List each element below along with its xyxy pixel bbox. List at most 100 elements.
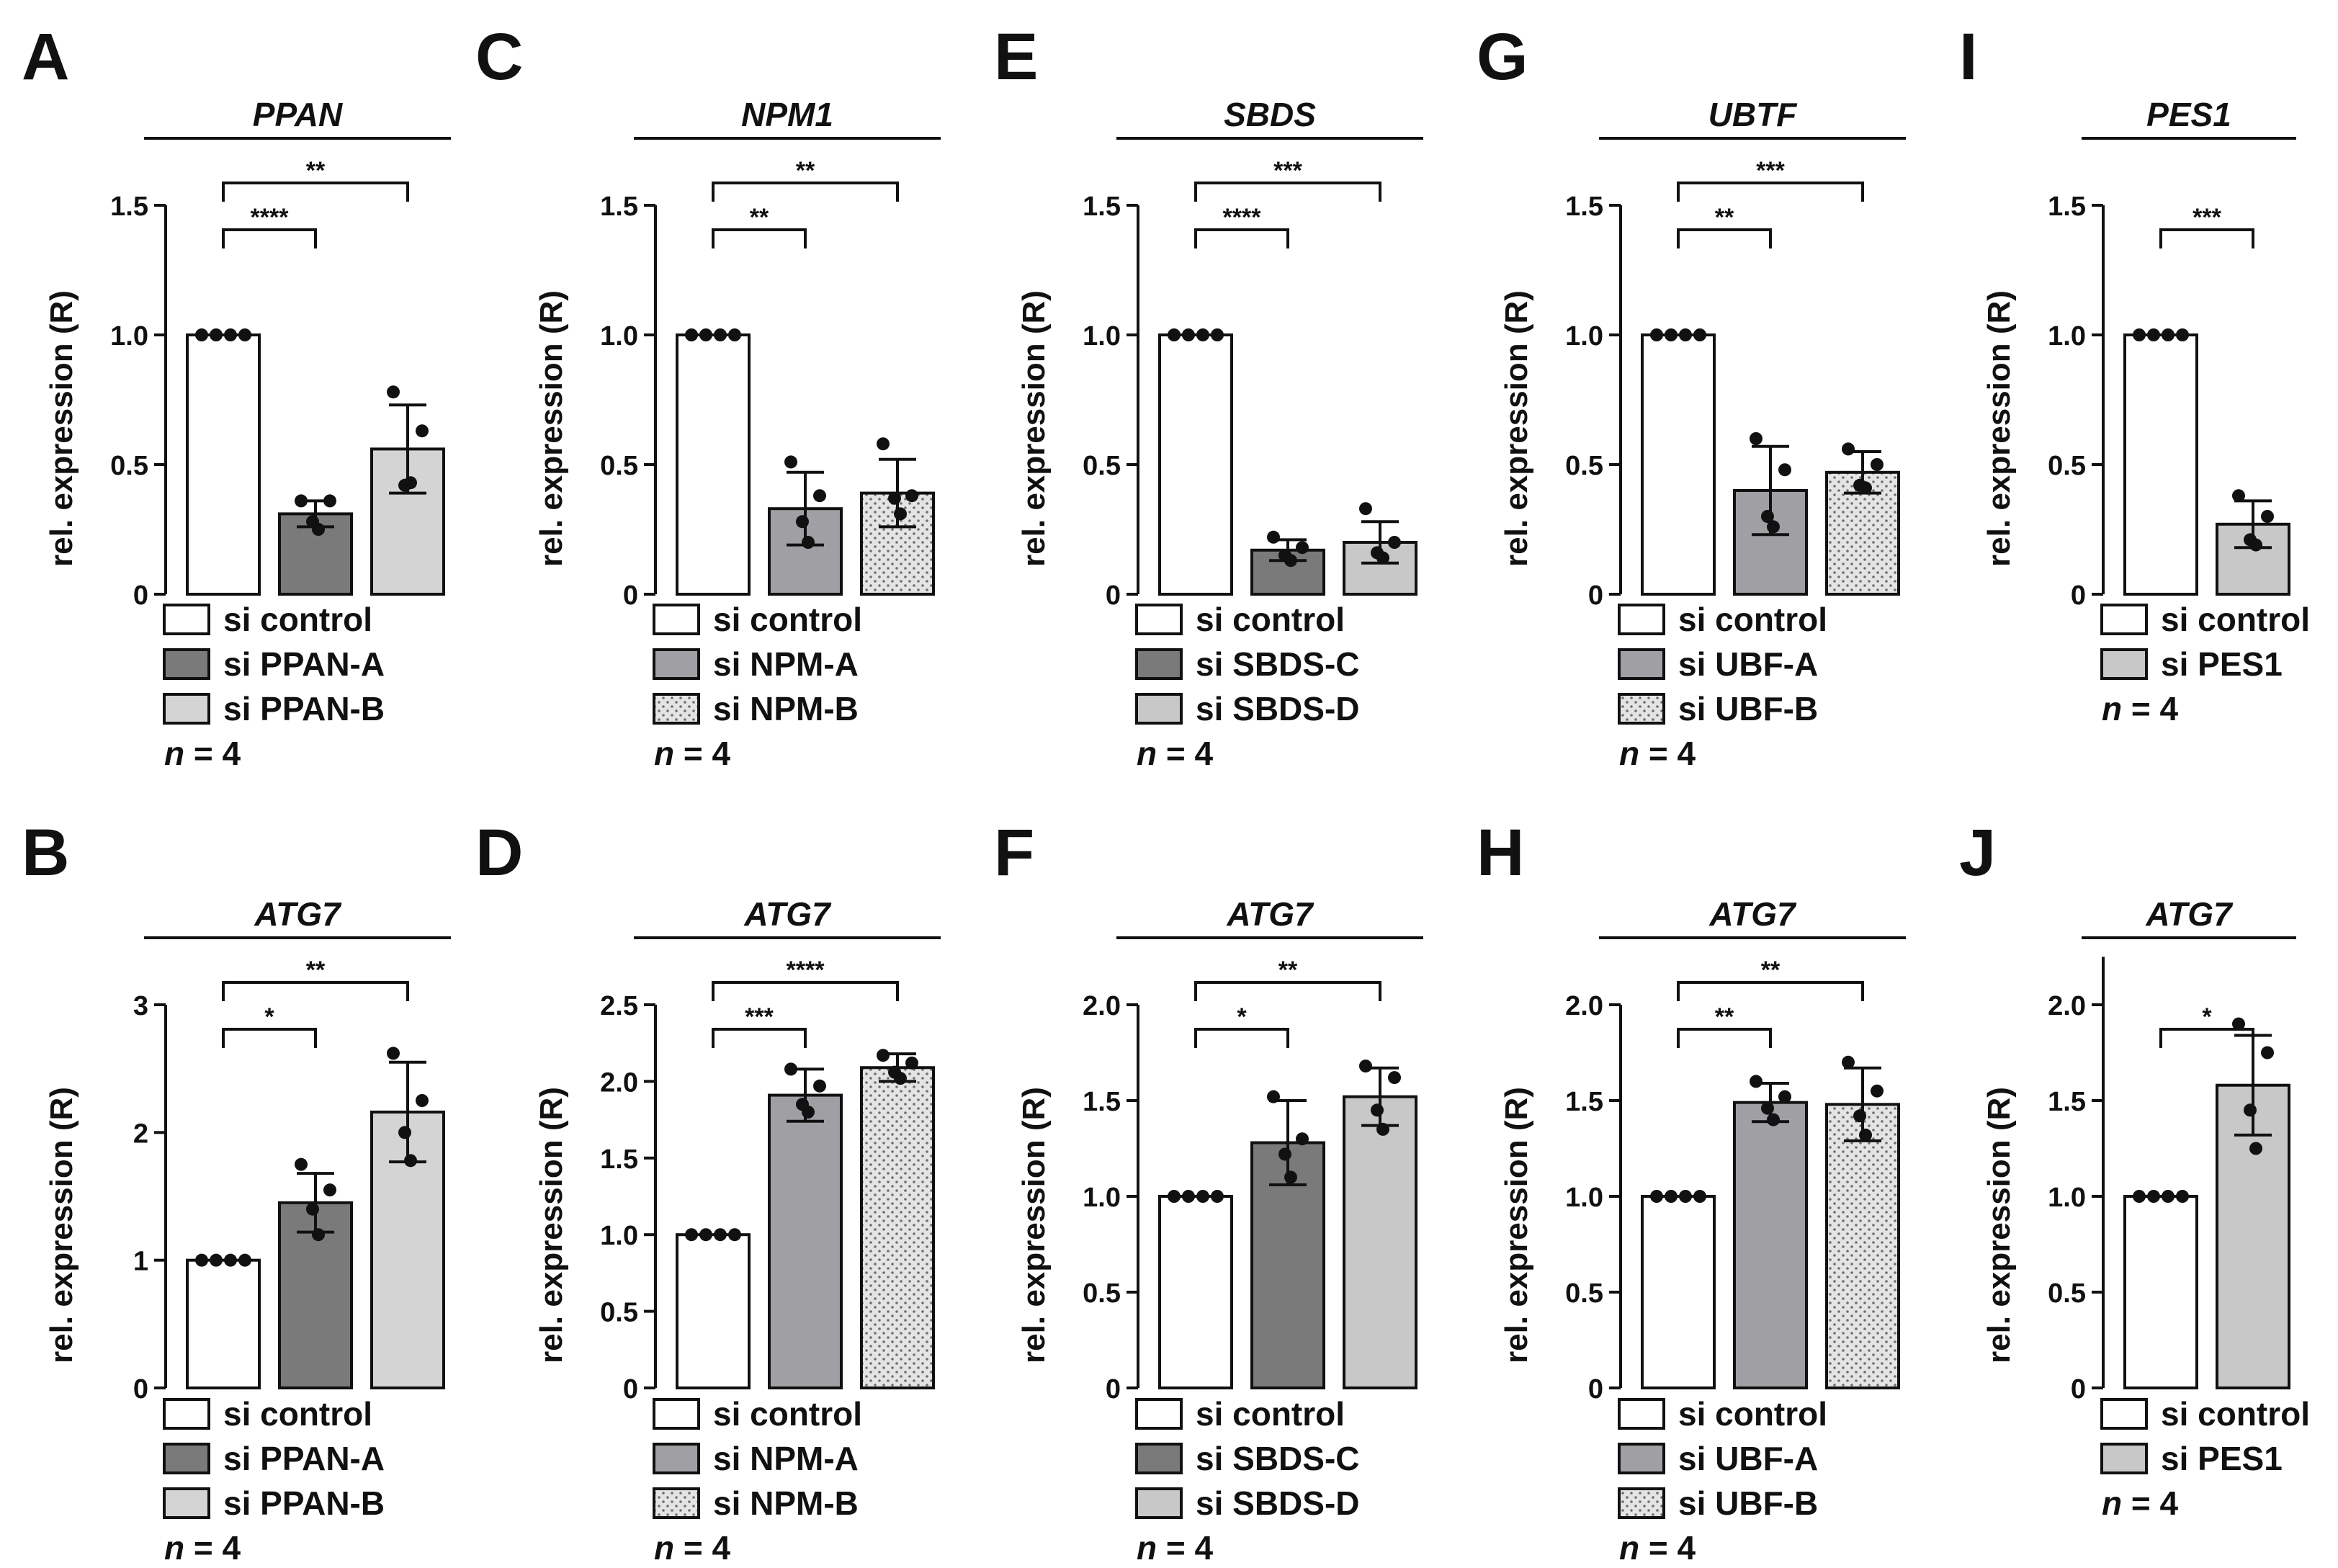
legend-swatch (1618, 648, 1665, 680)
y-tick-label: 0 (2071, 1374, 2086, 1405)
data-point (1767, 1113, 1780, 1126)
bar (768, 1093, 843, 1389)
gene-title: ATG7 (1226, 895, 1314, 933)
significance-label: * (1237, 1003, 1247, 1031)
legend-swatch (163, 1398, 210, 1430)
legend-label: si PPAN-A (223, 1440, 385, 1477)
y-tick-label: 1.0 (1565, 321, 1603, 351)
data-point (1211, 328, 1224, 341)
bar (1641, 1195, 1716, 1389)
n-annotation: n = 4 (164, 1529, 241, 1567)
n-value: = 4 (184, 1529, 241, 1567)
y-tick-label: 1.0 (1083, 321, 1121, 351)
y-tick-label: 0.5 (1565, 451, 1603, 481)
n-symbol: n (1619, 735, 1639, 772)
legend-swatch (163, 1443, 210, 1474)
data-point (714, 328, 727, 341)
n-symbol: n (164, 735, 184, 772)
significance-label: * (264, 1003, 274, 1031)
panel-letter: G (1477, 20, 1528, 94)
data-point (1650, 1190, 1663, 1203)
gene-title: ATG7 (254, 895, 342, 933)
data-point (1693, 328, 1706, 341)
legend-label: si SBDS-D (1196, 1484, 1359, 1522)
y-tick-label: 0 (2071, 581, 2086, 611)
gene-title: ATG7 (1708, 895, 1797, 933)
significance-label: *** (1756, 157, 1785, 184)
y-tick-label: 1.5 (110, 192, 148, 222)
data-point (2162, 328, 2174, 341)
data-point (238, 328, 251, 341)
n-value: = 4 (1157, 735, 1213, 772)
y-axis-label: rel. expression (R) (534, 290, 569, 567)
data-point (905, 1056, 918, 1070)
panel-letter: F (994, 816, 1034, 890)
y-tick-label: 0 (133, 581, 148, 611)
data-point (714, 1228, 727, 1242)
panel-i: I PES1 0 0.5 1.0 1.5 rel. expression (R) *** si … (1959, 20, 2310, 727)
y-tick-label: 0.5 (600, 451, 638, 481)
data-point (195, 1253, 208, 1267)
significance-label: **** (251, 204, 290, 231)
significance-label: **** (787, 957, 825, 984)
legend-label: si control (1196, 601, 1345, 638)
legend-swatch (163, 1487, 210, 1519)
data-point (416, 1094, 429, 1107)
n-annotation: n = 4 (2102, 690, 2179, 727)
legend-swatch (1618, 1487, 1665, 1519)
data-point (1650, 328, 1663, 341)
data-point (1388, 536, 1401, 549)
panel-letter: A (22, 20, 69, 94)
legend-swatch (653, 604, 700, 635)
significance-bracket (222, 228, 317, 248)
y-axis-label: rel. expression (R) (1499, 290, 1534, 567)
data-point (398, 1126, 411, 1139)
panel-letter: J (1959, 816, 1996, 890)
gene-title: ATG7 (743, 895, 832, 933)
data-point (1278, 1147, 1291, 1161)
y-tick-label: 1.5 (2048, 1087, 2086, 1117)
legend-swatch (1135, 1398, 1183, 1430)
data-point (1871, 1084, 1884, 1098)
n-value: = 4 (1639, 735, 1696, 772)
y-axis-label: rel. expression (R) (1016, 290, 1052, 567)
legend-label: si control (713, 601, 862, 638)
data-point (1778, 463, 1791, 477)
data-point (1296, 1132, 1309, 1146)
n-value: = 4 (1639, 1529, 1696, 1567)
significance-label: ** (796, 157, 815, 184)
n-annotation: n = 4 (654, 1529, 731, 1567)
significance-bracket (712, 1028, 807, 1048)
y-tick-label: 1.5 (1083, 192, 1121, 222)
significance-bracket (1677, 981, 1864, 1001)
legend-label: si control (1196, 1395, 1345, 1433)
gene-title: UBTF (1708, 96, 1799, 133)
data-point (1182, 1190, 1195, 1203)
bar (186, 333, 261, 596)
y-tick-label: 2.0 (1083, 991, 1121, 1021)
data-point (2133, 328, 2146, 341)
data-point (404, 1154, 417, 1168)
n-annotation: n = 4 (654, 735, 731, 772)
data-point (306, 1202, 319, 1216)
significance-label: ** (750, 204, 769, 231)
data-point (894, 1072, 907, 1085)
significance-bracket (2159, 1028, 2254, 1048)
significance-bracket (1194, 228, 1289, 248)
data-point (894, 507, 907, 521)
data-point (1679, 328, 1692, 341)
data-point (2249, 1142, 2262, 1155)
data-point (312, 523, 325, 536)
n-symbol: n (1137, 1529, 1157, 1567)
data-point (728, 328, 741, 341)
panel-letter: D (475, 816, 523, 890)
y-tick-label: 0.5 (1083, 451, 1121, 481)
bar (860, 1066, 935, 1390)
data-point (1359, 1059, 1372, 1073)
bar (1158, 333, 1233, 596)
data-point (1871, 458, 1884, 471)
data-point (1859, 1128, 1872, 1142)
data-point (784, 455, 797, 469)
